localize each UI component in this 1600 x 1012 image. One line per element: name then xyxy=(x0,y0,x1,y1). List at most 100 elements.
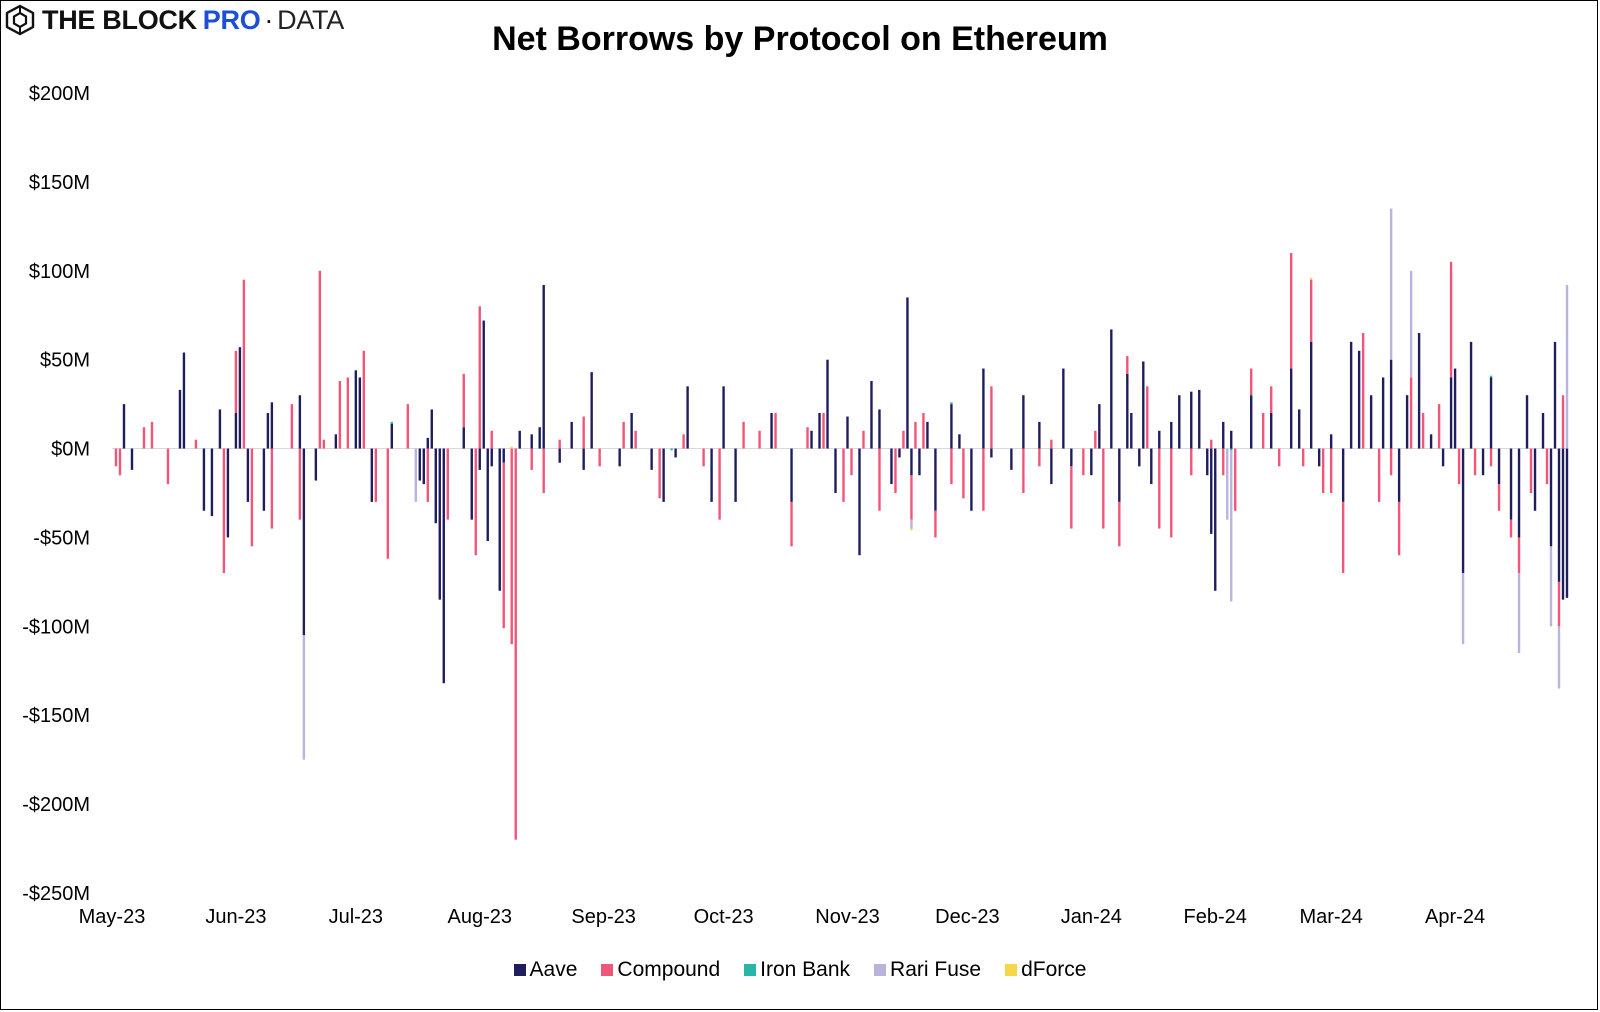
bar-compound xyxy=(250,448,254,547)
bar-compound xyxy=(822,413,825,449)
bar-aave xyxy=(662,448,665,502)
bar-aave xyxy=(302,448,306,636)
bar-compound xyxy=(1529,448,1533,493)
bar-aave xyxy=(538,427,541,449)
bar-aave xyxy=(674,448,677,458)
bar-compound xyxy=(1210,439,1213,449)
bar-compound xyxy=(1301,448,1305,467)
bar-compound xyxy=(1321,448,1325,493)
bar-aave xyxy=(490,448,493,467)
bar-rari-fuse xyxy=(1549,546,1553,627)
bar-compound xyxy=(850,448,853,476)
bar-compound xyxy=(298,448,302,520)
bar-aave xyxy=(630,413,633,449)
bar-aave xyxy=(182,352,186,449)
legend-item: Compound xyxy=(601,958,720,982)
bar-compound xyxy=(1497,484,1501,511)
bar-rari-fuse xyxy=(302,635,306,760)
bar-compound xyxy=(1561,395,1565,449)
bar-compound xyxy=(806,427,809,449)
bar-aave xyxy=(518,430,521,449)
bar-aave xyxy=(462,427,465,449)
bar-compound xyxy=(490,430,493,449)
bar-aave xyxy=(422,448,425,485)
y-tick-label: -$50M xyxy=(33,527,90,549)
bar-compound xyxy=(1250,368,1253,396)
bar-aave xyxy=(1357,350,1361,449)
bar-aave xyxy=(570,421,573,449)
bar-aave xyxy=(1397,448,1401,502)
legend-label: Rari Fuse xyxy=(890,958,982,981)
legend-swatch xyxy=(601,964,614,976)
bar-aave xyxy=(1541,413,1545,449)
bar-compound xyxy=(914,421,917,449)
bar-compound xyxy=(322,439,326,449)
bar-compound xyxy=(1289,253,1293,369)
bar-aave xyxy=(1198,389,1201,449)
bar-compound xyxy=(1473,448,1477,476)
bar-rari-fuse xyxy=(1409,270,1413,378)
y-tick-label: $50M xyxy=(40,350,90,372)
bar-compound xyxy=(1389,448,1393,476)
bar-compound xyxy=(1509,519,1513,538)
bar-compound xyxy=(1270,386,1273,413)
bar-aave xyxy=(1022,395,1025,449)
bar-aave xyxy=(810,430,813,449)
bar-aave xyxy=(1130,413,1133,449)
bar-aave xyxy=(266,413,270,449)
bar-compound xyxy=(502,462,505,629)
bar-compound xyxy=(1377,448,1381,502)
bar-compound xyxy=(878,448,881,511)
bar-iron-bank xyxy=(670,448,673,451)
bar-compound xyxy=(790,501,793,547)
bar-aave xyxy=(1070,448,1073,467)
bar-compound xyxy=(1070,466,1073,529)
bar-compound xyxy=(1118,501,1121,547)
bar-aave xyxy=(238,347,242,449)
bar-aave xyxy=(314,448,318,481)
bar-aave xyxy=(430,409,433,449)
bar-compound xyxy=(902,430,905,449)
bar-aave xyxy=(1517,448,1521,538)
bar-aave xyxy=(1142,361,1145,449)
bar-compound xyxy=(290,404,294,449)
bar-compound xyxy=(1158,448,1161,529)
bar-compound xyxy=(758,430,761,449)
bar-aave xyxy=(530,434,533,449)
bar-compound xyxy=(1309,279,1313,342)
brand-data-text: DATA xyxy=(277,4,344,35)
bar-rari-fuse xyxy=(1230,450,1233,602)
bar-aave xyxy=(1309,341,1313,449)
bar-aave xyxy=(1429,434,1433,449)
bar-aave xyxy=(734,448,737,502)
bar-aave xyxy=(558,448,561,463)
bar-aave xyxy=(1417,333,1421,449)
bar-aave xyxy=(1561,448,1565,600)
bar-aave xyxy=(1138,448,1141,467)
bar-aave xyxy=(858,448,861,556)
bar-aave xyxy=(834,448,837,493)
bar-compound xyxy=(118,448,122,476)
the-block-logo-icon xyxy=(5,4,35,36)
bar-dforce xyxy=(910,528,913,531)
bar-compound xyxy=(318,270,322,449)
bar-aave xyxy=(1270,413,1273,449)
bar-compound xyxy=(1190,448,1193,476)
bar-aave xyxy=(438,448,441,600)
bar-compound xyxy=(742,421,745,449)
bar-aave xyxy=(418,448,421,481)
bar-rari-fuse xyxy=(1389,208,1393,360)
bar-compound xyxy=(150,421,154,449)
bar-compound xyxy=(1489,448,1493,467)
bar-aave xyxy=(818,413,821,449)
bar-compound xyxy=(1421,413,1425,449)
bar-aave xyxy=(1170,421,1173,449)
bar-rari-fuse xyxy=(1565,285,1569,449)
bar-compound xyxy=(1082,448,1085,476)
bar-aave xyxy=(1317,448,1321,467)
bar-aave xyxy=(1050,448,1053,485)
bar-aave xyxy=(1469,341,1473,449)
y-tick-label: $0M xyxy=(51,439,90,461)
legend-swatch xyxy=(513,964,526,976)
legend-label: dForce xyxy=(1021,958,1087,981)
